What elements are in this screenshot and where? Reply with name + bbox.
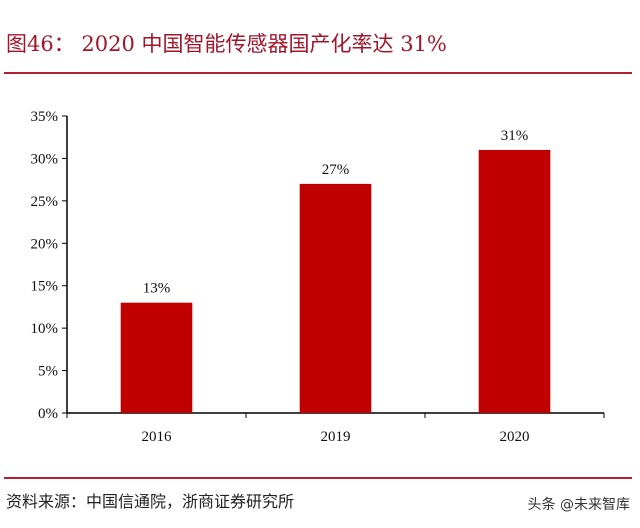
- y-tick-label: 15%: [31, 279, 59, 295]
- bar: [478, 149, 551, 413]
- bar: [120, 302, 193, 413]
- top-rule: [4, 72, 632, 74]
- y-tick-label: 30%: [31, 151, 59, 167]
- figure-title: 图46： 2020 中国智能传感器国产化率达 31%: [6, 32, 447, 56]
- data-label: 13%: [143, 281, 171, 297]
- data-label: 31%: [501, 128, 529, 144]
- x-tick-label: 2019: [321, 429, 351, 445]
- data-label: 27%: [322, 162, 350, 178]
- bottom-rule: [4, 477, 632, 479]
- y-tick-label: 20%: [31, 236, 59, 252]
- source-note: 资料来源：中国信通院，浙商证券研究所: [6, 492, 295, 511]
- y-tick-label: 5%: [38, 364, 58, 380]
- x-tick-label: 2020: [500, 429, 530, 445]
- x-tick-label: 2016: [142, 429, 173, 445]
- y-tick-label: 35%: [31, 109, 59, 125]
- y-tick-label: 0%: [38, 406, 58, 422]
- y-tick-label: 10%: [31, 321, 59, 337]
- watermark: 头条 @未来智库: [527, 497, 630, 513]
- bar: [299, 183, 372, 413]
- y-tick-label: 25%: [31, 194, 59, 210]
